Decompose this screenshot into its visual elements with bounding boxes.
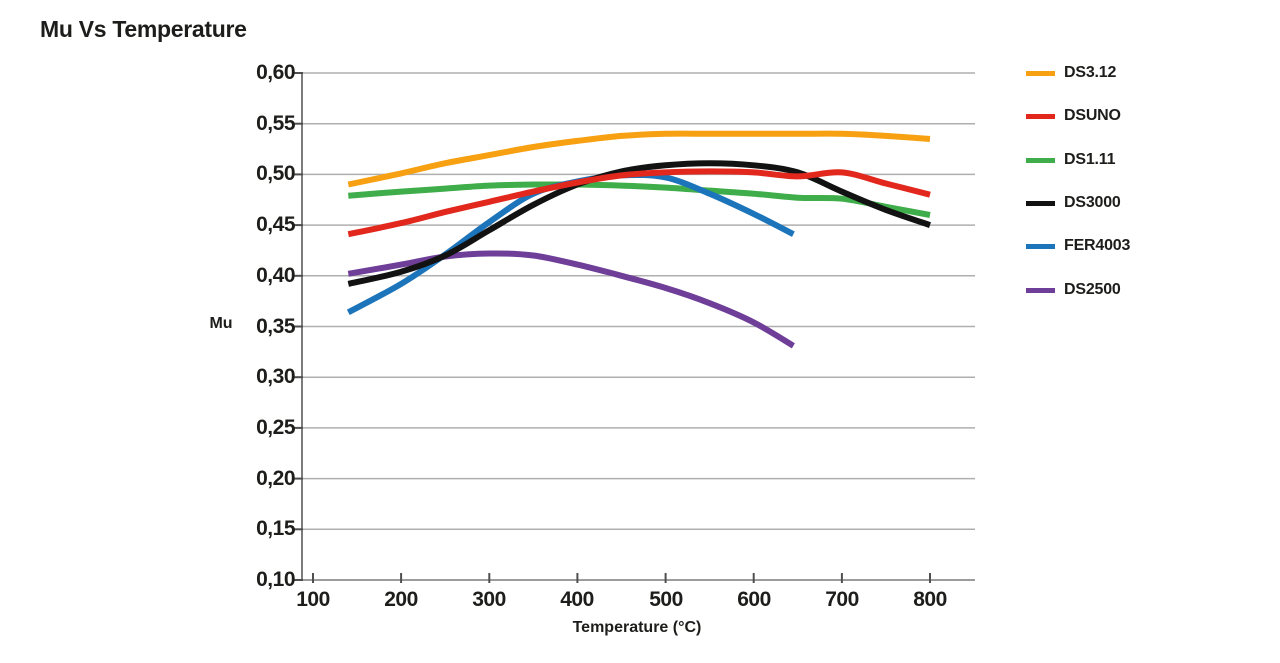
x-tick-label: 800 <box>913 588 947 611</box>
series-line-FER4003 <box>346 171 795 315</box>
y-tick-label: 0,60 <box>256 61 295 84</box>
y-tick-label: 0,50 <box>256 162 295 185</box>
legend-label: DS3000 <box>1064 194 1121 211</box>
x-tick-label: 300 <box>472 588 506 611</box>
legend-label: DS1.11 <box>1064 151 1116 168</box>
legend: DS3.12 DSUNO DS1.11 DS3000 FER4003 DS2500 <box>1026 0 1266 663</box>
legend-swatch <box>1026 243 1055 249</box>
y-tick-label: 0,55 <box>256 112 295 135</box>
series-line-DS3000 <box>347 160 931 287</box>
y-tick-label: 0,10 <box>256 568 295 591</box>
legend-label: DSUNO <box>1064 107 1121 124</box>
x-tick-label: 700 <box>825 588 859 611</box>
legend-item-DS1.11: DS1.11 <box>1026 150 1115 170</box>
series-line-DS3.12 <box>347 130 931 188</box>
legend-swatch <box>1026 113 1055 119</box>
legend-swatch <box>1026 200 1055 206</box>
x-axis-title: Temperature (°C) <box>572 619 702 636</box>
y-axis-title: Mu <box>209 315 233 332</box>
x-tick-label: 500 <box>649 588 683 611</box>
y-tick-label: 0,25 <box>256 416 295 439</box>
legend-item-DS3.12: DS3.12 <box>1026 63 1116 83</box>
series-line-DSUNO <box>347 168 931 238</box>
x-tick-label: 100 <box>296 588 330 611</box>
x-tick-label: 600 <box>737 588 771 611</box>
x-tick-label: 400 <box>560 588 594 611</box>
y-tick-label: 0,40 <box>256 264 295 287</box>
legend-item-DSUNO: DSUNO <box>1026 106 1121 126</box>
x-tick-label: 200 <box>384 588 418 611</box>
chart-title: Mu Vs Temperature <box>40 16 247 42</box>
y-tick-label: 0,35 <box>256 315 295 338</box>
legend-item-FER4003: FER4003 <box>1026 236 1130 256</box>
legend-item-DS3000: DS3000 <box>1026 193 1121 213</box>
series-line-DS1.11 <box>348 181 931 218</box>
y-tick-label: 0,45 <box>256 213 295 236</box>
y-tick-label: 0,30 <box>256 365 295 388</box>
legend-item-DS2500: DS2500 <box>1026 280 1121 300</box>
y-tick-label: 0,15 <box>256 517 295 540</box>
legend-swatch <box>1026 70 1055 76</box>
legend-label: DS2500 <box>1064 281 1121 298</box>
legend-label: DS3.12 <box>1064 64 1117 81</box>
legend-label: FER4003 <box>1064 237 1131 254</box>
legend-swatch <box>1026 287 1055 293</box>
y-tick-label: 0,20 <box>256 467 295 490</box>
legend-swatch <box>1026 157 1055 163</box>
